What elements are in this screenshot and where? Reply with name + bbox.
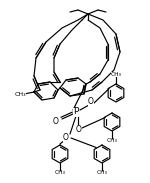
Text: O: O [88, 96, 94, 106]
Text: CH₃: CH₃ [14, 92, 26, 96]
Text: CH₃: CH₃ [54, 171, 66, 175]
Text: O: O [76, 124, 82, 134]
Text: CH₃: CH₃ [96, 171, 108, 175]
Text: O: O [63, 132, 69, 141]
Text: CH₃: CH₃ [106, 139, 117, 143]
Text: CH₃: CH₃ [111, 72, 122, 76]
Text: O: O [53, 117, 59, 126]
Text: P: P [73, 107, 79, 117]
